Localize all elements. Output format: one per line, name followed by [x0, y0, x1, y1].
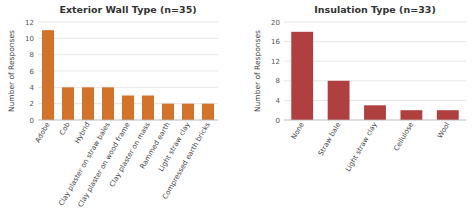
y-tick-label: 20 [271, 19, 280, 27]
x-tick-label: Adobe [34, 121, 52, 144]
bar [291, 32, 313, 120]
chart-svg: Exterior Wall Type (n=35) Number of Respo… [0, 0, 474, 216]
y-tick-label: 10 [25, 35, 34, 43]
y-tick-label: 2 [30, 100, 34, 108]
y-tick-label: 0 [276, 117, 280, 125]
y-axis-label: Number of Responses [7, 30, 16, 112]
x-tick-label: Hybrid [73, 121, 91, 145]
bar [122, 96, 134, 121]
bar [182, 104, 194, 120]
x-tick-label: None [290, 121, 306, 141]
title: Insulation Type (n=33) [314, 4, 436, 15]
bar [62, 87, 74, 120]
bars [42, 30, 214, 120]
x-tick-label: Straw bale [317, 121, 343, 157]
x-tick-label: Light straw clay [344, 121, 379, 173]
grid-line [38, 38, 218, 39]
chart-container: Exterior Wall Type (n=35) Number of Respo… [0, 0, 474, 216]
x-axis-line [284, 120, 466, 121]
bar [202, 104, 214, 120]
y-tick-label: 6 [30, 68, 35, 76]
y-tick-label: 8 [276, 77, 280, 85]
y-tick-label: 8 [30, 51, 34, 59]
grid-line [38, 71, 218, 72]
x-tick-label: Cellulose [392, 121, 415, 152]
bar [102, 87, 114, 120]
bar [364, 105, 386, 120]
y-tick-label: 12 [271, 58, 280, 66]
bar [42, 30, 54, 120]
x-tick-label: Compressed earth bricks [161, 121, 212, 201]
grid-line [284, 120, 466, 121]
panel: Insulation Type (n=33) Number of Response… [253, 4, 466, 173]
y-tick-label: 4 [30, 84, 35, 92]
bar [162, 104, 174, 120]
x-tick-label: Cob [58, 121, 72, 137]
bar [142, 96, 154, 121]
bar [400, 110, 422, 120]
bar [82, 87, 94, 120]
bar [437, 110, 459, 120]
y-tick-label: 0 [30, 117, 34, 125]
bars [291, 32, 458, 120]
y-tick-label: 16 [271, 38, 280, 46]
panel: Exterior Wall Type (n=35) Number of Respo… [7, 4, 218, 209]
bar [328, 81, 350, 120]
y-tick-label: 4 [276, 97, 281, 105]
grid-line [38, 54, 218, 55]
grid-line [284, 22, 466, 23]
x-axis-line [38, 120, 218, 121]
y-tick-label: 12 [25, 19, 34, 27]
x-tick-label: Wool [436, 121, 451, 140]
grid-line [38, 120, 218, 121]
title: Exterior Wall Type (n=35) [59, 4, 196, 15]
y-axis-label: Number of Responses [253, 30, 262, 112]
grid-line [38, 22, 218, 23]
